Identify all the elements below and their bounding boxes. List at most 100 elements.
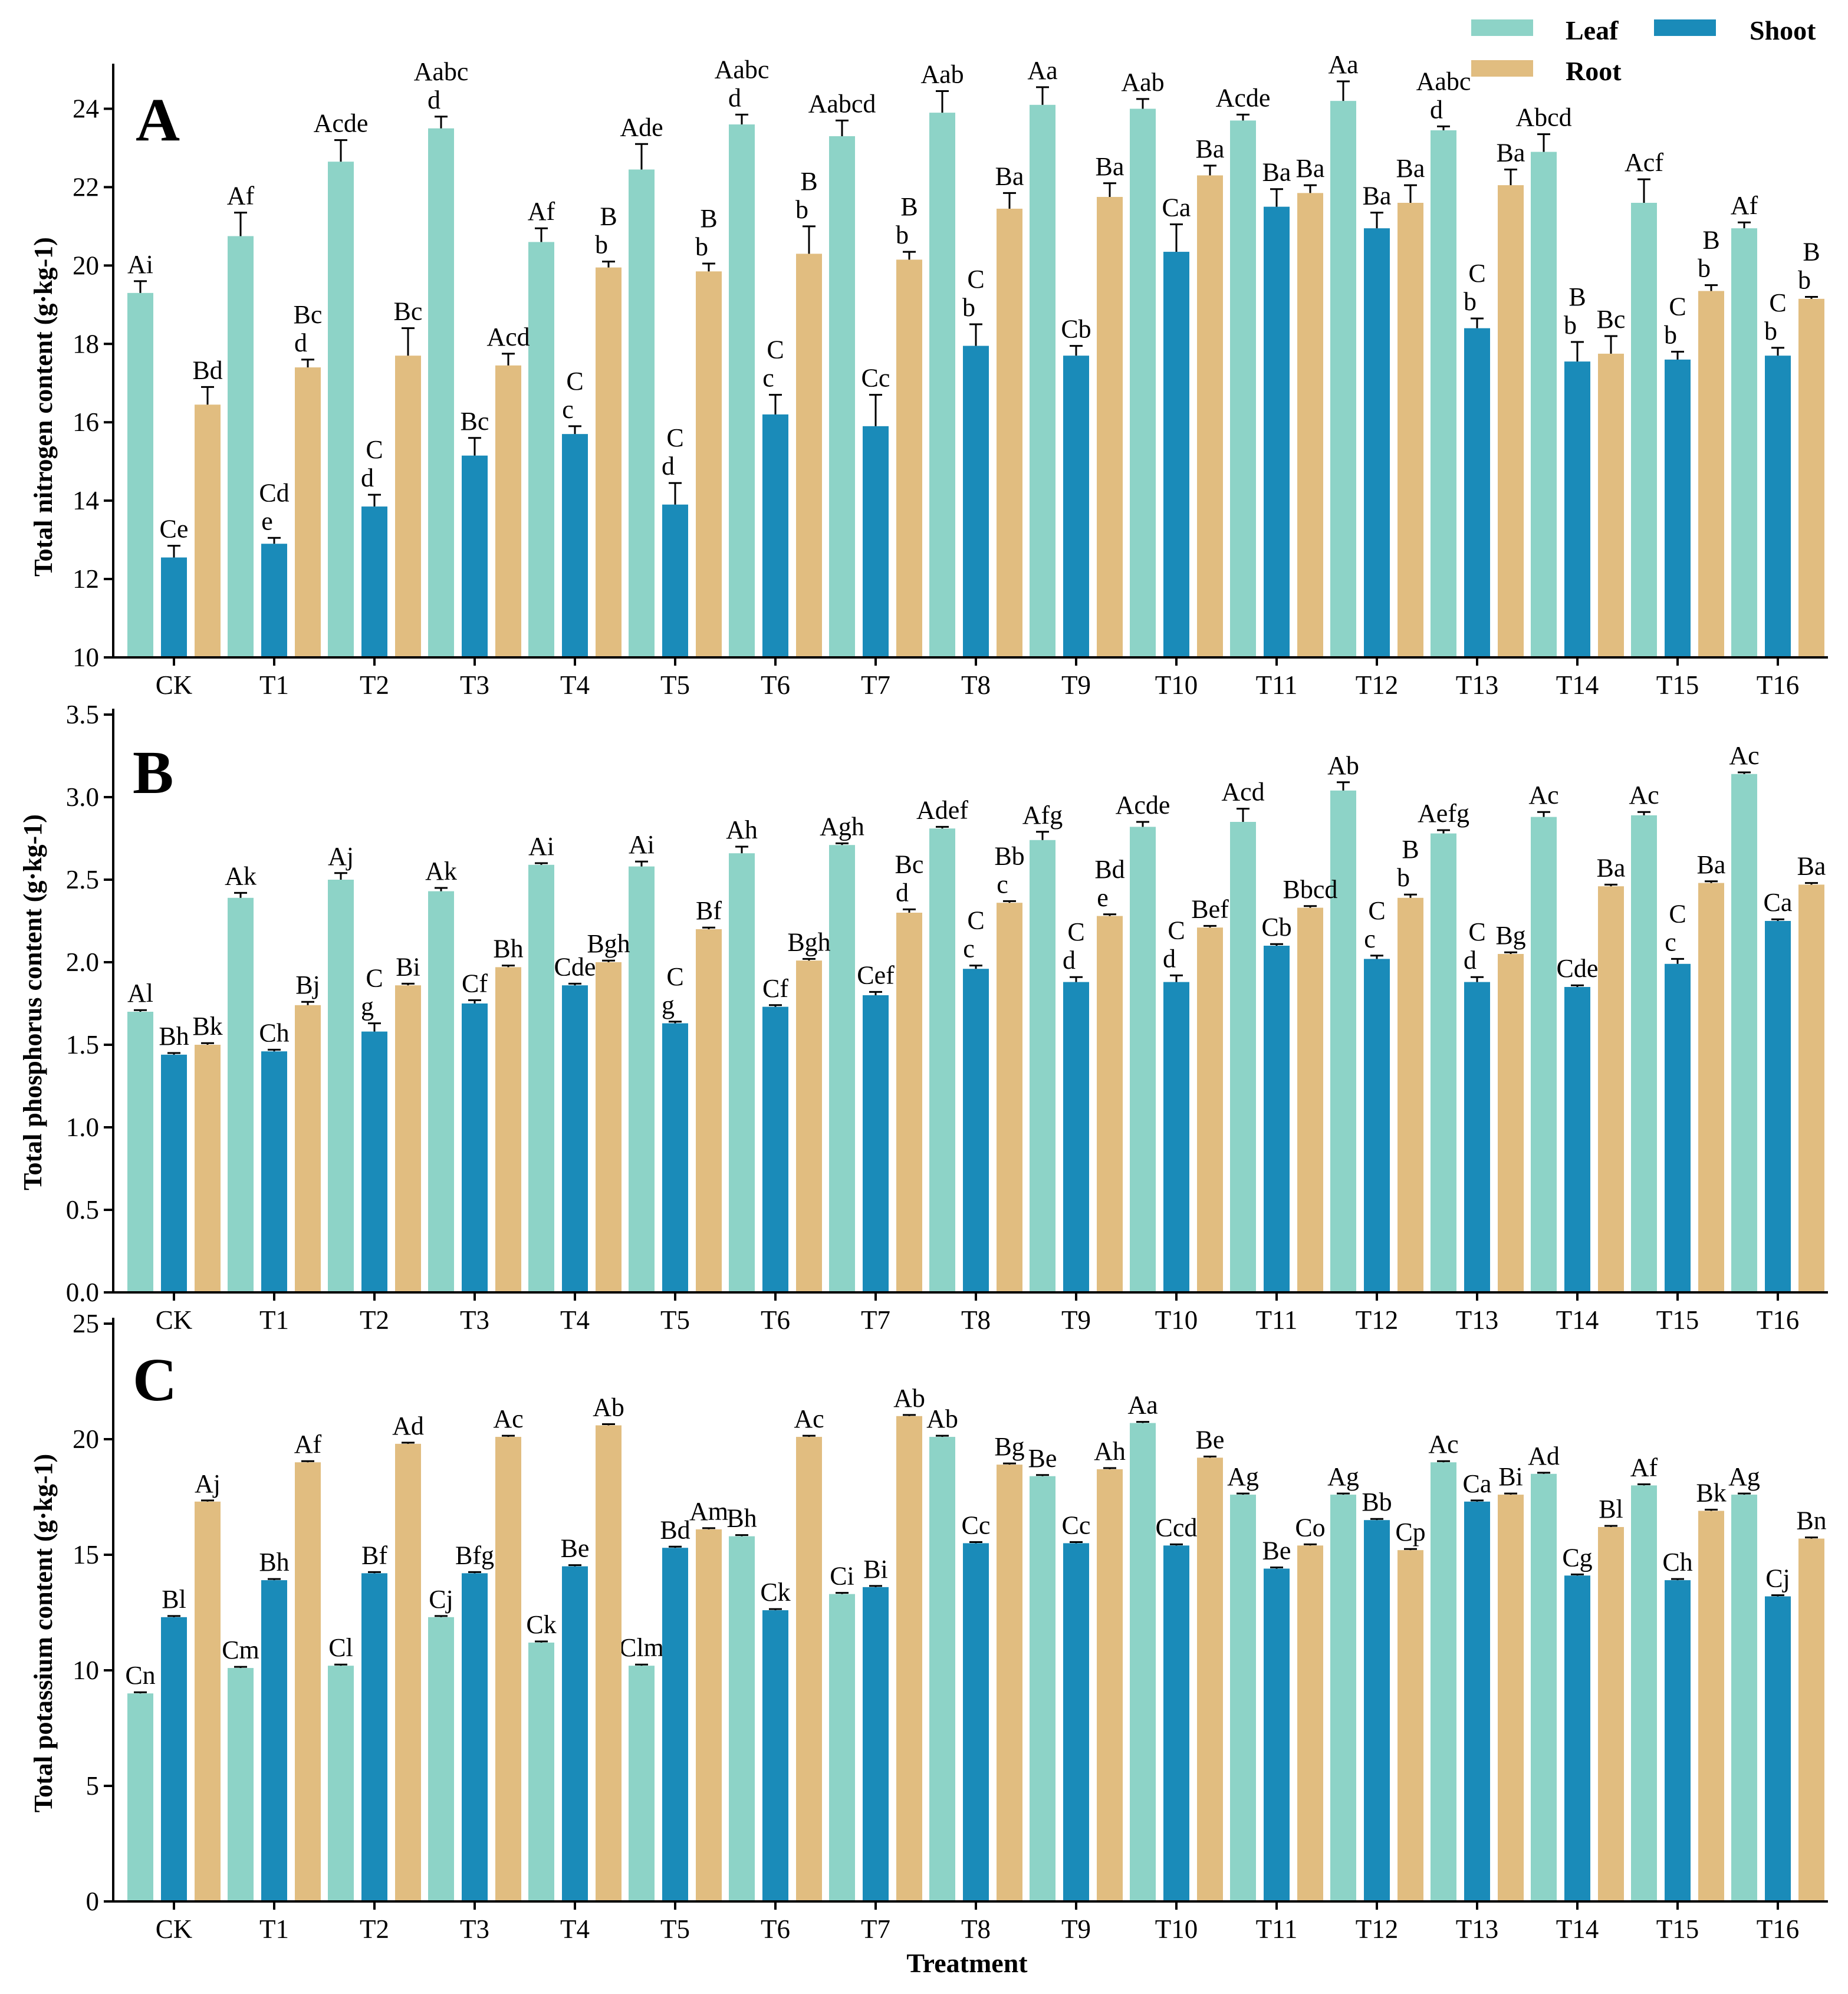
bar-root-t12 xyxy=(1397,1550,1423,1901)
significance-label-root-t10: Bef xyxy=(1191,894,1229,923)
bar-leaf-t16 xyxy=(1731,774,1757,1292)
significance-label-root-t9: Ah xyxy=(1094,1437,1126,1466)
panel-c-x-tick-label-ck: CK xyxy=(156,1914,193,1944)
bar-leaf-t6 xyxy=(729,1536,755,1901)
panel-b-x-tick-label-t11: T11 xyxy=(1256,1305,1298,1335)
significance-label-leaf-t12: Ab xyxy=(1327,751,1359,780)
panel-b-y-tick-label-0: 0.0 xyxy=(66,1278,99,1307)
bar-root-t9 xyxy=(1097,197,1123,657)
bar-root-t7 xyxy=(896,913,922,1292)
significance-label-shoot-t11: Be xyxy=(1262,1536,1291,1565)
bar-leaf-t11 xyxy=(1230,822,1256,1292)
panel-b-x-tick-label-t2: T2 xyxy=(360,1305,389,1335)
panel-c-x-tick-label-t6: T6 xyxy=(761,1914,790,1944)
significance-label-shoot-t12: Bb xyxy=(1362,1488,1392,1516)
significance-label-shoot-t9: Cc xyxy=(1062,1511,1091,1539)
panel-b-x-tick-label-t8: T8 xyxy=(961,1305,991,1335)
panel-a-axes: 10 12 14 16 18 20 22 24 CK T1 T2 T3 T4 T5 T6 T7 T8 T9 T10 T… xyxy=(73,64,1828,700)
bar-shoot-t3 xyxy=(462,1573,488,1901)
significance-label-root-t8: Bb c xyxy=(994,841,1024,899)
significance-label-shoot-ck: Ce xyxy=(160,515,189,544)
bar-root-t10 xyxy=(1197,1457,1223,1901)
bar-root-t11 xyxy=(1297,1545,1323,1901)
panel-letter-a: A xyxy=(136,86,180,154)
bar-shoot-t1 xyxy=(261,544,287,657)
bar-shoot-t13 xyxy=(1464,1501,1490,1901)
panel-a-bars: Ai Af Acde Aabc d Af Ade Aabc d Aabcd Aab Aa Aab Acde… xyxy=(127,50,1824,658)
bar-shoot-t13 xyxy=(1464,328,1490,657)
bar-shoot-t7 xyxy=(863,995,889,1292)
significance-label-shoot-t5: Bd xyxy=(660,1515,690,1544)
panel-b-x-tick-label-t1: T1 xyxy=(259,1305,289,1335)
bar-shoot-t5 xyxy=(662,1023,688,1292)
bar-leaf-t8 xyxy=(929,828,955,1292)
bar-shoot-t5 xyxy=(662,504,688,657)
panel-c-x-tick-label-t4: T4 xyxy=(560,1914,590,1944)
bar-leaf-ck xyxy=(127,292,153,657)
panel-b-x-tick-label-t10: T10 xyxy=(1155,1305,1198,1335)
bar-root-t13 xyxy=(1498,954,1524,1292)
significance-label-leaf-t6: Ah xyxy=(726,815,758,844)
panel-a-y-tick-label-3: 16 xyxy=(73,407,99,437)
significance-label-leaf-t7: Ci xyxy=(830,1562,854,1591)
panel-b-x-tick-label-t7: T7 xyxy=(861,1305,890,1335)
bar-root-t7 xyxy=(896,1416,922,1901)
legend-label-leaf: Leaf xyxy=(1566,15,1619,45)
bar-root-t15 xyxy=(1698,291,1724,658)
significance-label-leaf-t13: Ac xyxy=(1428,1430,1458,1459)
significance-label-leaf-t8: Ab xyxy=(926,1404,958,1433)
significance-label-root-t16: Ba xyxy=(1797,852,1826,881)
panel-b-x-tick-label-t14: T14 xyxy=(1556,1305,1599,1335)
bar-leaf-t8 xyxy=(929,113,955,657)
significance-label-root-t9: Ba xyxy=(1096,152,1124,181)
bar-root-t3 xyxy=(495,1437,521,1901)
bar-leaf-t7 xyxy=(829,136,855,657)
bar-root-t8 xyxy=(997,903,1022,1292)
bar-root-t15 xyxy=(1698,1511,1724,1901)
significance-label-root-t6: Bgh xyxy=(787,927,830,956)
panel-c-x-tick-label-t15: T15 xyxy=(1656,1914,1699,1944)
significance-label-shoot-t6: Cf xyxy=(762,974,788,1003)
significance-label-shoot-t14: Cde xyxy=(1557,954,1599,983)
bar-leaf-t8 xyxy=(929,1437,955,1901)
panel-a-x-tick-label-t13: T13 xyxy=(1456,670,1499,700)
panel-c-y-axis-label: Total potassium content (g·kg-1) xyxy=(29,1454,58,1812)
panel-a-y-tick-label-0: 10 xyxy=(73,643,99,672)
bar-shoot-t4 xyxy=(562,1566,588,1901)
bar-leaf-t15 xyxy=(1631,202,1657,657)
bar-leaf-t16 xyxy=(1731,228,1757,657)
bar-root-t2 xyxy=(395,1443,421,1901)
significance-label-leaf-t4: Ai xyxy=(528,832,554,861)
panel-b-y-axis-label: Total phosphorus content (g·kg-1) xyxy=(18,814,47,1190)
panel-b-bars: Al Ak Aj Ak Ai Ai Ah Agh Adef Afg Acde Acd Ab Aefg Ac A… xyxy=(127,741,1826,1292)
panel-b-x-tick-label-t13: T13 xyxy=(1456,1305,1499,1335)
bar-root-ck xyxy=(195,404,221,657)
bar-shoot-t2 xyxy=(361,1573,387,1901)
bar-shoot-t4 xyxy=(562,434,588,657)
panel-c-x-axis-label: Treatment xyxy=(906,1948,1028,1978)
panel-a-x-tick-label-t3: T3 xyxy=(460,670,489,700)
bar-root-t2 xyxy=(395,985,421,1292)
bar-root-t8 xyxy=(997,1465,1022,1901)
bar-shoot-t3 xyxy=(462,1003,488,1292)
significance-label-leaf-t16: Ag xyxy=(1728,1462,1760,1491)
bar-shoot-t15 xyxy=(1665,359,1691,657)
bar-leaf-t2 xyxy=(328,162,354,657)
significance-label-leaf-t3: Cj xyxy=(429,1585,453,1614)
significance-label-shoot-t3: Cf xyxy=(462,969,488,998)
panel-a-x-tick-label-t12: T12 xyxy=(1356,670,1399,700)
bar-leaf-t10 xyxy=(1130,108,1156,657)
panel-a-x-tick-label-t10: T10 xyxy=(1155,670,1198,700)
panel-c-x-tick-label-t13: T13 xyxy=(1456,1914,1499,1944)
bar-root-t11 xyxy=(1297,193,1323,657)
panel-a-x-tick-label-t2: T2 xyxy=(360,670,389,700)
significance-label-leaf-t6: Bh xyxy=(726,1504,757,1533)
panel-b-y-tick-label-6: 3.0 xyxy=(66,782,99,812)
significance-label-root-t11: Ba xyxy=(1296,154,1325,183)
